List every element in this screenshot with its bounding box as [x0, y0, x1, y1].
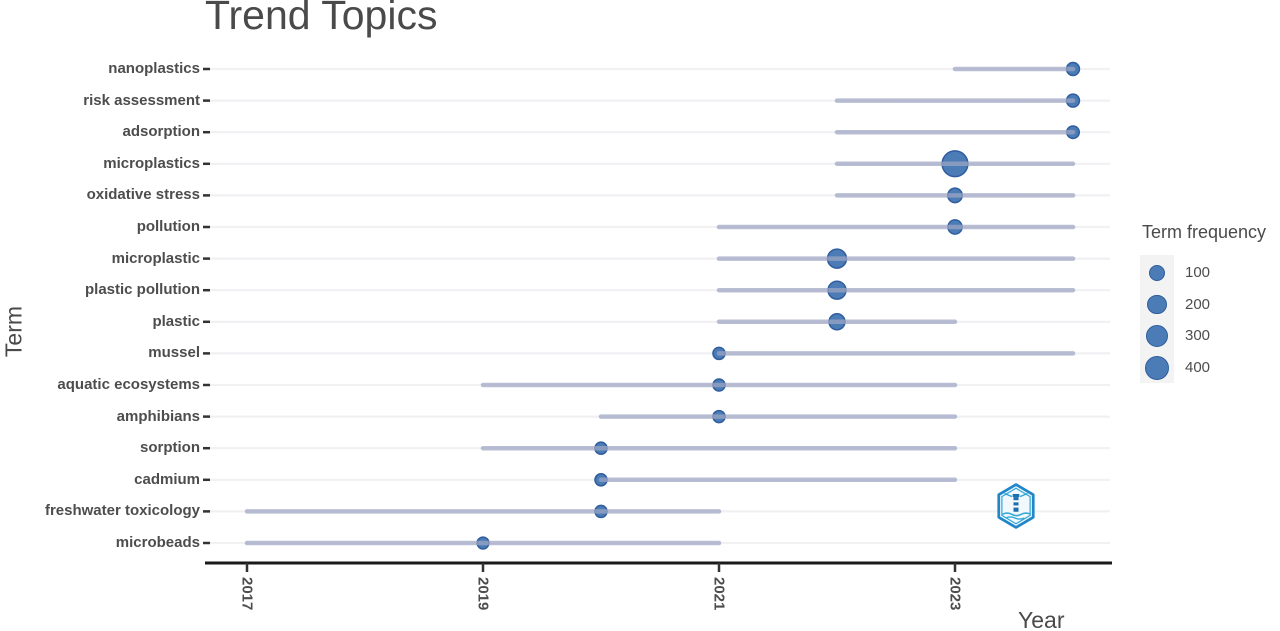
logo-inner-hexagon — [1001, 487, 1031, 525]
logo-lantern — [1012, 493, 1020, 498]
y-axis-label: sorption — [140, 439, 200, 457]
x-tick-label: 2023 — [947, 577, 964, 610]
legend-title: Term frequency — [1142, 222, 1267, 242]
logo-tower — [1013, 497, 1019, 512]
chart-title: Trend Topics — [205, 0, 438, 38]
y-axis-label: microplastics — [103, 154, 200, 172]
legend-size-label: 300 — [1185, 327, 1211, 344]
logo-beam-right — [1019, 492, 1028, 498]
y-axis-label: aquatic ecosystems — [57, 376, 200, 393]
y-axis-label: risk assessment — [83, 91, 200, 109]
y-axis-label: pollution — [136, 218, 200, 235]
logo-wave — [1005, 516, 1025, 520]
legend-size-circle — [1148, 264, 1166, 282]
y-axis-label: plastic pollution — [85, 281, 200, 299]
legend-size-label: 100 — [1185, 264, 1211, 281]
logo-tower-band — [1013, 505, 1019, 508]
y-axis-label: cadmium — [134, 470, 200, 488]
logo-wave — [1002, 512, 1032, 517]
size-legend: Term frequency 100 200 300 400 — [1130, 222, 1280, 383]
y-axis-label: mussel — [148, 344, 200, 362]
x-tick-label: 2017 — [239, 577, 256, 610]
legend-size-label: 400 — [1185, 358, 1211, 376]
logo-tower-band — [1013, 500, 1019, 503]
legend-size-circle — [1147, 294, 1167, 315]
x-tick-label: 2019 — [475, 577, 492, 610]
y-axis-label: microbeads — [115, 534, 200, 551]
y-axis-label: plastic — [152, 312, 200, 330]
y-axis-label: amphibians — [116, 407, 200, 425]
legend-size-circle — [1145, 324, 1168, 347]
logo-beam-left — [1004, 492, 1013, 498]
hexagon-lighthouse-logo — [997, 483, 1035, 529]
y-axis-label: oxidative stress — [86, 186, 200, 204]
y-axis-label: microplastic — [111, 249, 200, 267]
legend-size-label: 200 — [1185, 295, 1211, 313]
legend-size-circle — [1145, 355, 1169, 380]
x-axis-title: Year — [1018, 607, 1065, 631]
y-axis-label: adsorption — [122, 123, 201, 141]
y-axis-label: nanoplastics — [108, 60, 200, 77]
y-axis-label: freshwater toxicology — [44, 502, 200, 520]
x-tick-label: 2021 — [711, 577, 728, 610]
